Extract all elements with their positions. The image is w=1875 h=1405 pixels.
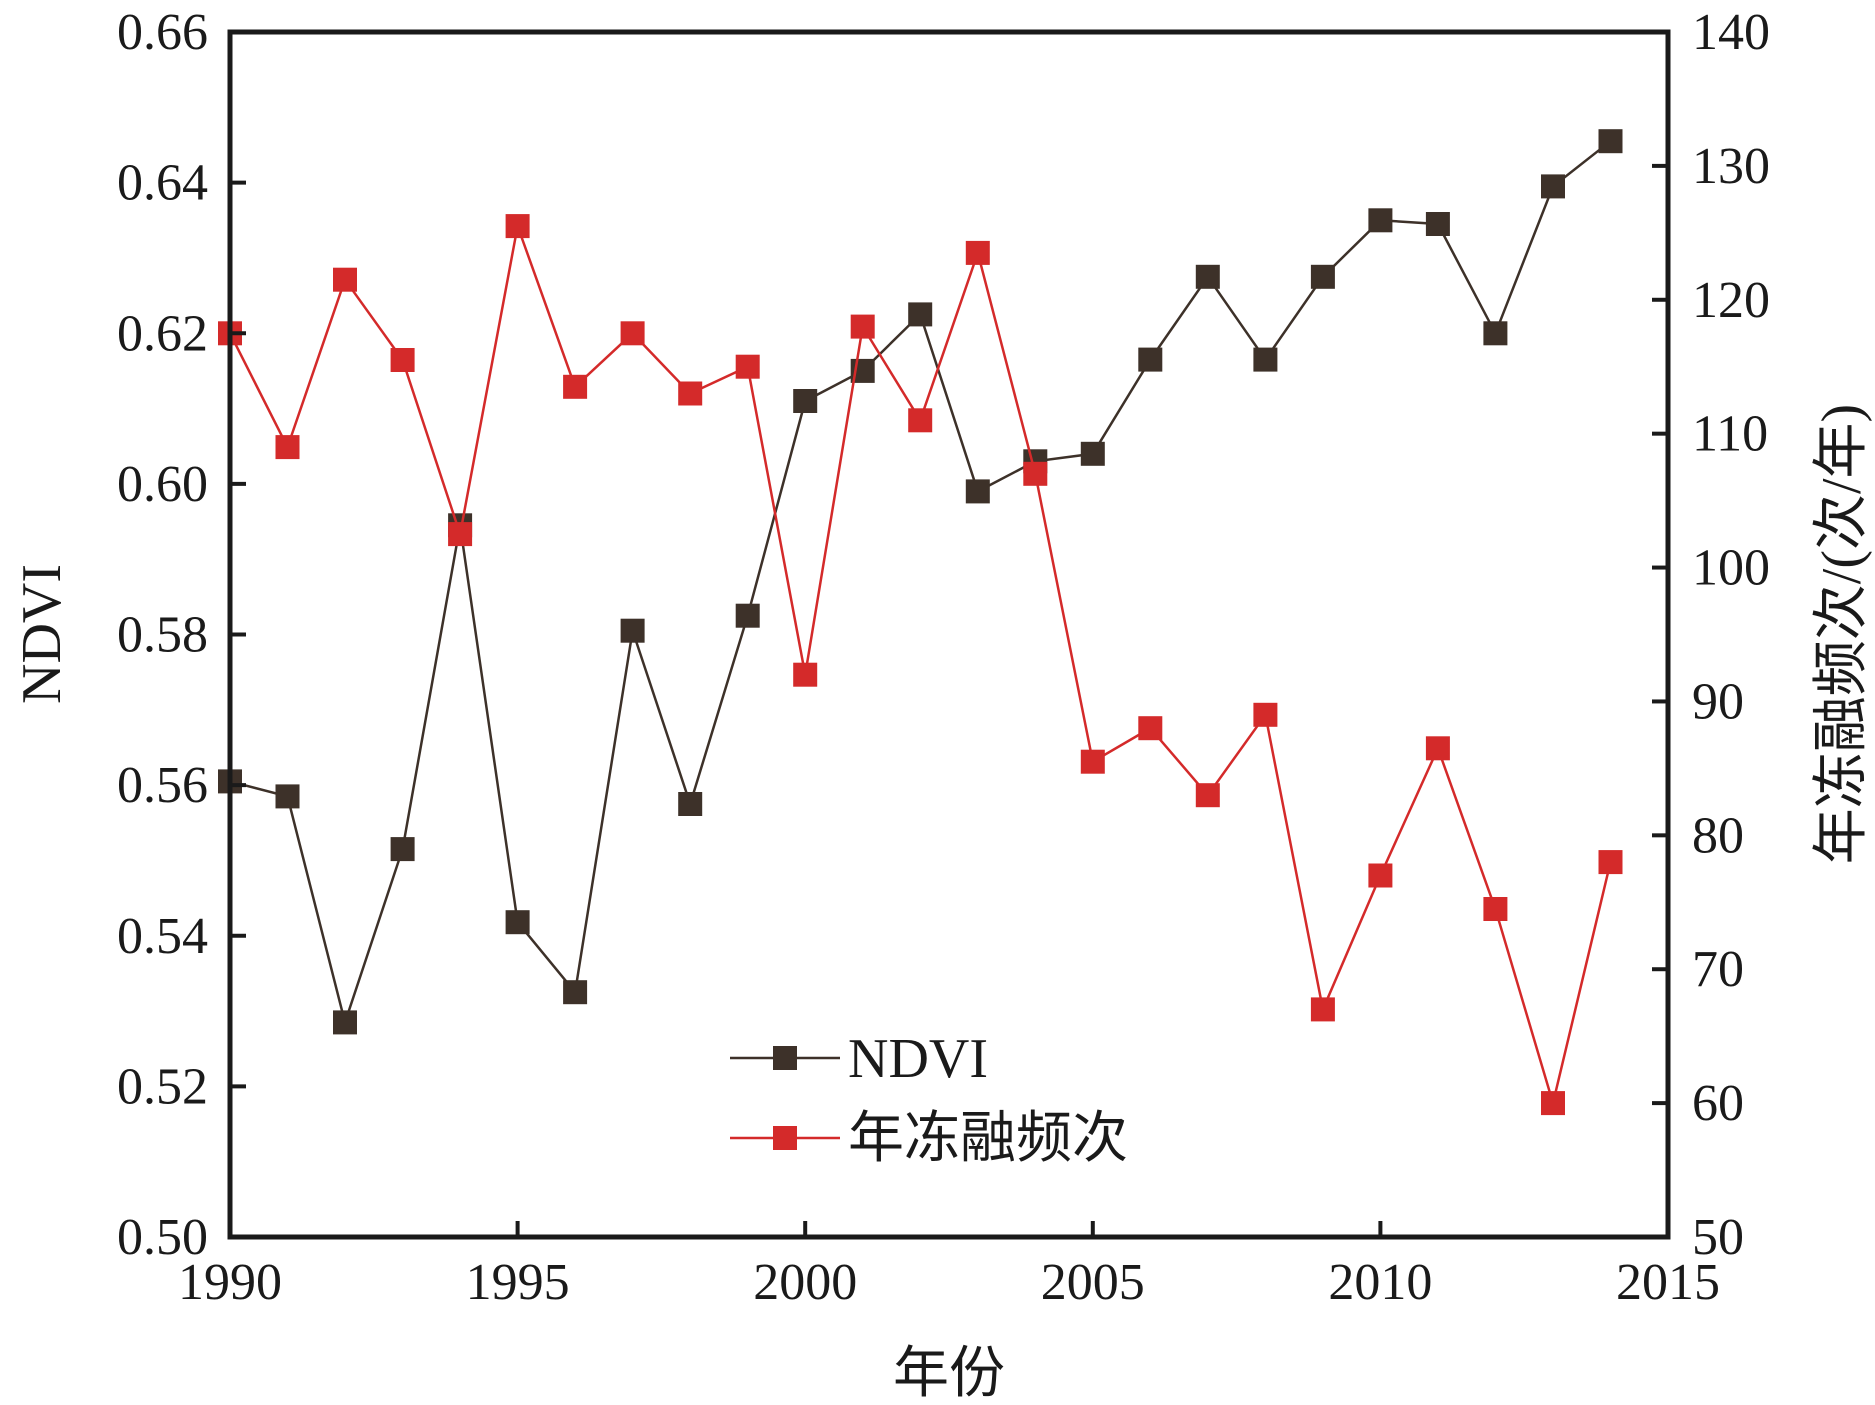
data-point-1 (1483, 897, 1508, 921)
y-left-tick-label: 0.62 (117, 305, 208, 362)
data-point-0 (563, 980, 588, 1005)
data-point-0 (1483, 321, 1508, 346)
legend-marker-0 (773, 1046, 797, 1070)
data-point-0 (333, 1010, 357, 1035)
y-right-tick-label: 80 (1692, 807, 1744, 864)
series-line-0 (229, 140, 1612, 1027)
x-tick-label: 1990 (178, 1254, 282, 1311)
data-point-0 (908, 302, 933, 327)
y-left-tick-label: 0.50 (117, 1209, 208, 1266)
legend: NDVI 年冻融频次 (730, 1028, 1128, 1170)
data-point-1 (1310, 997, 1335, 1022)
x-tick-label: 1995 (466, 1254, 570, 1311)
data-point-1 (850, 314, 875, 339)
data-point-0 (390, 837, 415, 862)
data-point-0 (1368, 208, 1393, 233)
y-right-tick-label: 130 (1692, 138, 1770, 195)
y-right-tick-label: 100 (1692, 540, 1770, 597)
data-point-1 (333, 267, 357, 292)
data-point-1 (1425, 736, 1450, 761)
data-point-0 (1310, 264, 1335, 289)
data-point-0 (1598, 129, 1623, 154)
data-point-1 (1023, 461, 1048, 486)
legend-label-1: 年冻融频次 (848, 1108, 1128, 1170)
y-left-tick-label: 0.58 (117, 607, 208, 664)
y-right-tick-label: 70 (1692, 941, 1744, 998)
y-axis-left-title: NDVI (11, 564, 73, 704)
data-point-0 (1080, 441, 1105, 466)
data-point-0 (735, 603, 760, 628)
y-right-tick-label: 120 (1692, 272, 1770, 329)
x-tick-label: 2015 (1616, 1254, 1720, 1311)
data-point-0 (1541, 174, 1565, 199)
data-point-0 (678, 792, 703, 816)
data-point-1 (448, 522, 473, 547)
y-left-tick-label: 0.52 (117, 1058, 208, 1115)
data-point-0 (965, 479, 990, 504)
data-point-0 (1425, 212, 1450, 236)
y-right-tick-label: 50 (1692, 1209, 1744, 1266)
y-right-tick-label: 110 (1692, 406, 1768, 463)
data-point-1 (908, 408, 933, 433)
data-point-1 (1368, 863, 1393, 888)
y-right-tick-label: 60 (1692, 1075, 1744, 1132)
data-point-1 (965, 240, 990, 265)
y-right-tick-label: 90 (1692, 673, 1744, 730)
ticks-layer: 1990 1995 2000 2005 2010 2015 0.50 0.52 0.54 0.56… (117, 4, 1770, 1311)
data-point-1 (735, 354, 760, 379)
data-point-0 (275, 784, 300, 809)
data-point-0 (620, 618, 645, 643)
data-point-1 (1541, 1091, 1565, 1116)
y-right-tick-label: 140 (1692, 4, 1770, 61)
data-point-1 (1080, 749, 1105, 774)
y-left-tick-label: 0.64 (117, 155, 208, 212)
data-point-1 (563, 374, 588, 399)
data-point-1 (1195, 783, 1220, 808)
x-axis-title: 年份 (893, 1343, 1005, 1405)
data-point-1 (793, 662, 818, 687)
data-point-1 (275, 435, 300, 460)
data-point-0 (1253, 347, 1278, 372)
series-line-1 (228, 221, 1612, 1108)
data-point-1 (1598, 850, 1623, 875)
data-point-0 (505, 910, 530, 935)
y-left-tick-label: 0.54 (117, 908, 208, 965)
data-point-1 (505, 214, 530, 239)
data-point-1 (620, 321, 645, 346)
legend-marker-1 (773, 1126, 797, 1150)
data-point-0 (793, 389, 818, 413)
x-tick-label: 2010 (1328, 1254, 1432, 1311)
y-axis-right-title: 年冻融频次/(次/年) (1811, 404, 1873, 864)
data-point-0 (1195, 264, 1220, 289)
data-point-1 (1138, 716, 1163, 741)
legend-label-0: NDVI (848, 1028, 988, 1090)
y-left-tick-label: 0.60 (117, 456, 208, 513)
y-left-tick-label: 0.66 (117, 4, 208, 61)
data-point-1 (1253, 702, 1278, 727)
data-point-0 (1138, 347, 1163, 372)
data-point-1 (390, 348, 415, 372)
data-point-1 (678, 381, 703, 406)
x-tick-label: 2005 (1041, 1254, 1145, 1311)
y-left-tick-label: 0.56 (117, 757, 208, 814)
x-tick-label: 2000 (753, 1254, 857, 1311)
series-layer (218, 129, 1623, 1116)
